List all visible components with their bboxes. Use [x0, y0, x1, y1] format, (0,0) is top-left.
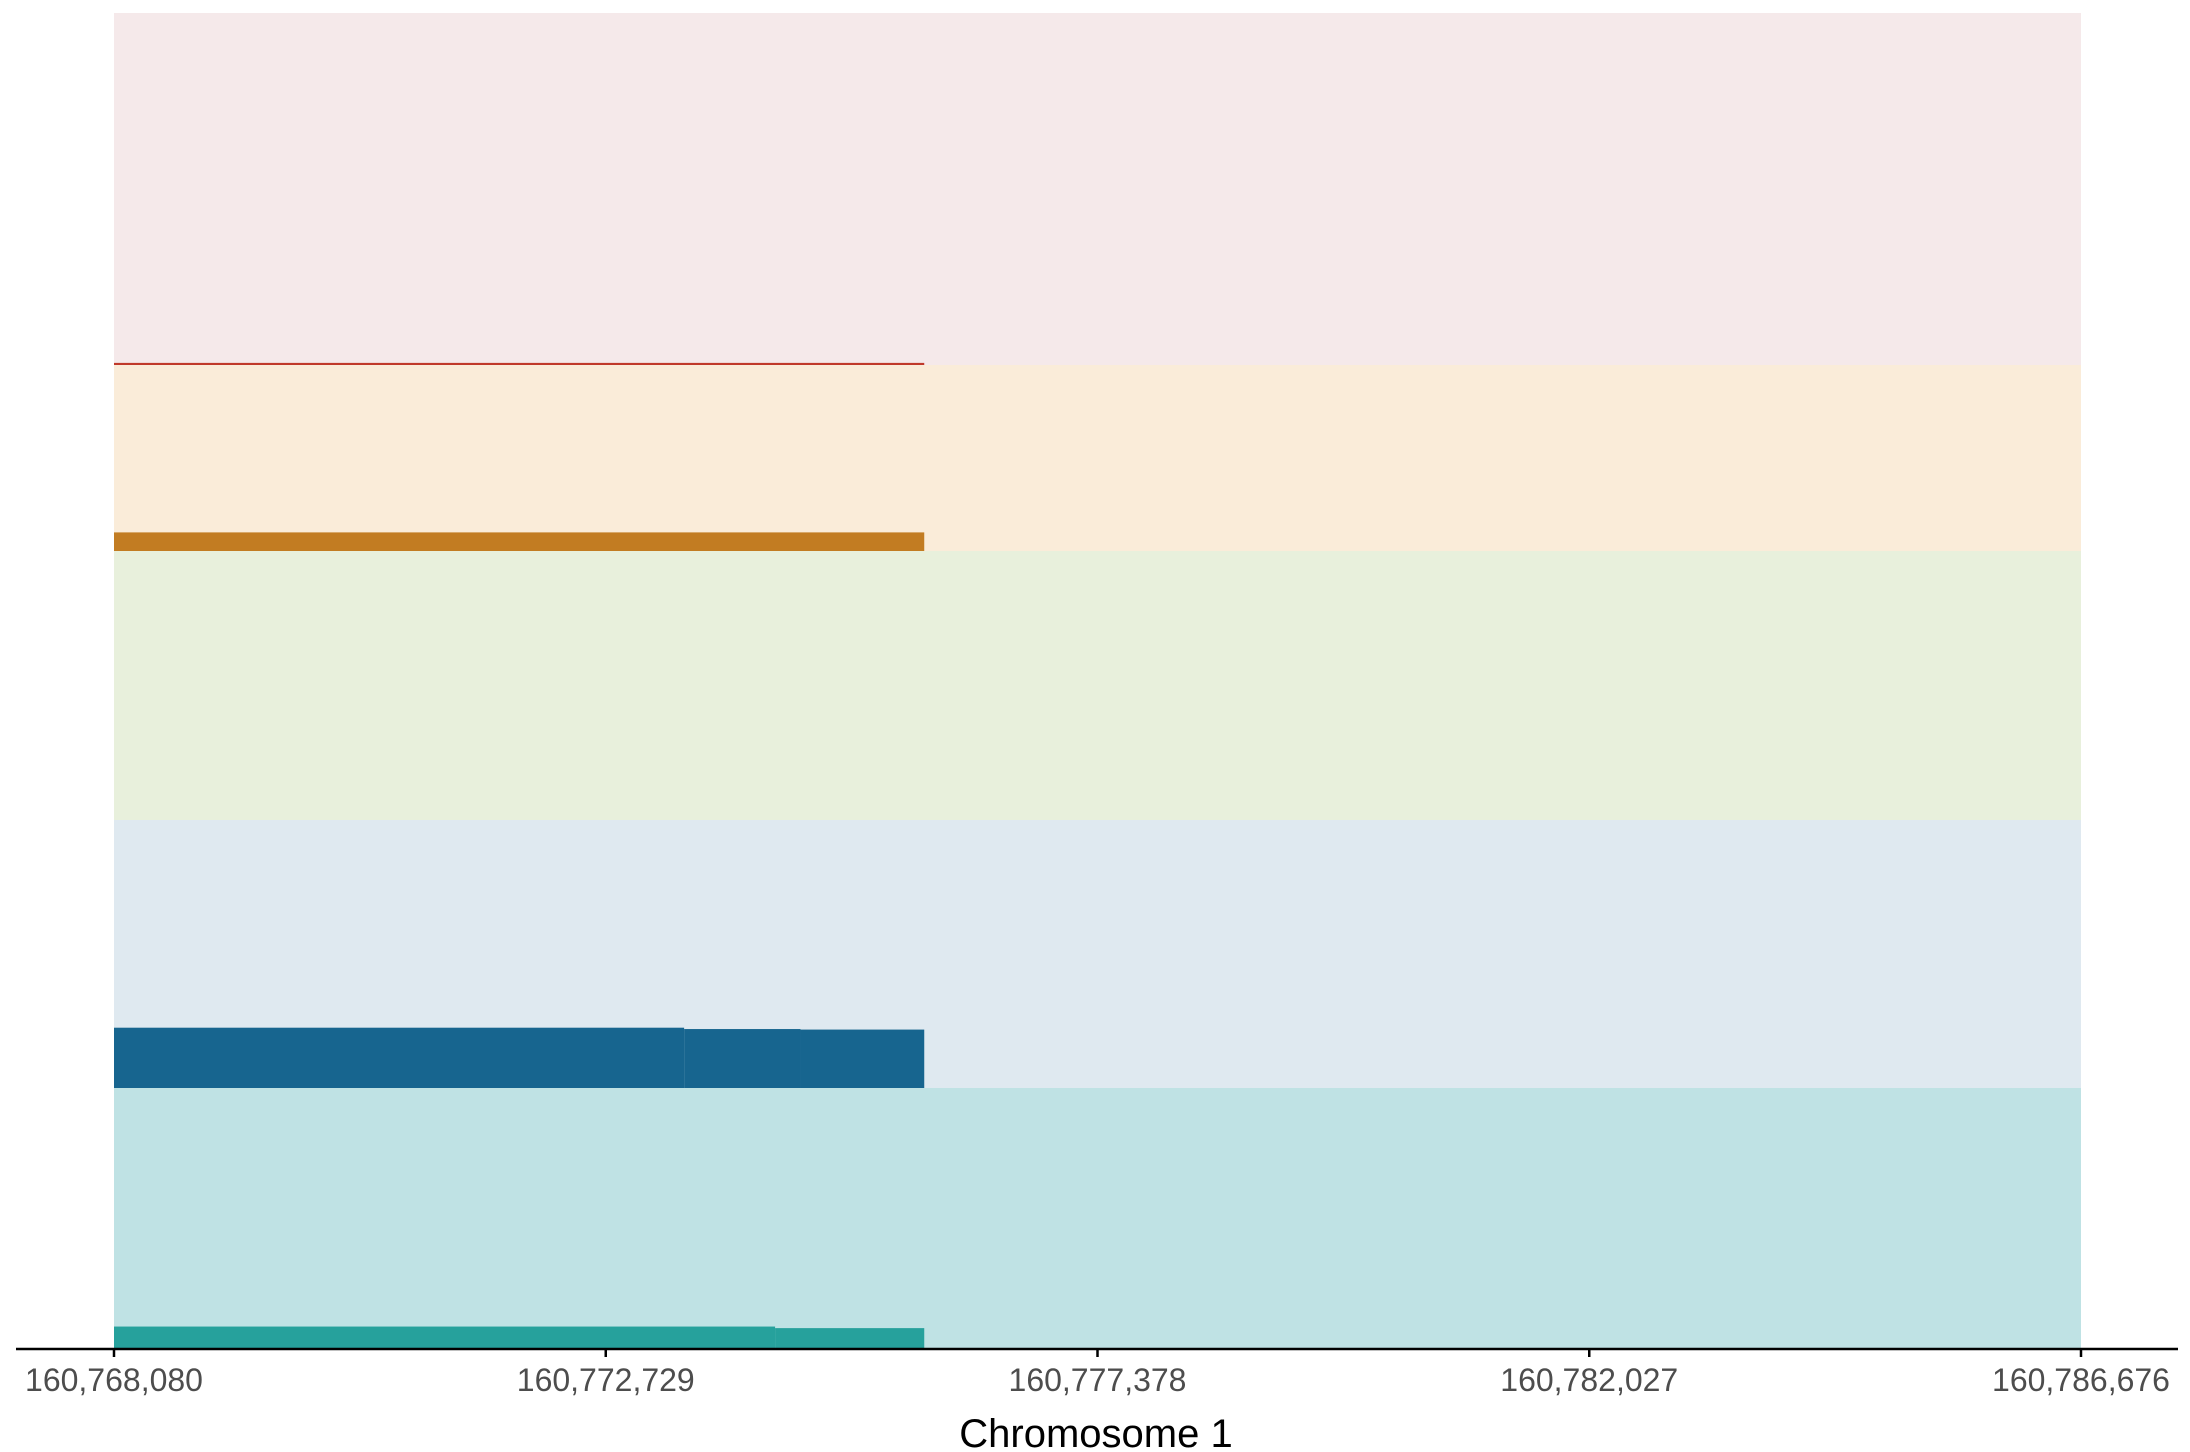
track-5 [114, 1088, 2081, 1349]
track-4-coverage-bar [800, 1029, 925, 1088]
track-4 [114, 820, 2081, 1088]
x-tick-label: 160,768,080 [25, 1362, 203, 1398]
x-tick-label: 160,782,027 [1500, 1362, 1678, 1398]
track-3-background [114, 551, 2081, 820]
x-axis-title: Chromosome 1 [959, 1412, 1232, 1452]
track-1-background [114, 13, 2081, 365]
x-axis-ticks: 160,768,080 160,772,729 160,777,378 160,782… [25, 1349, 2170, 1398]
track-5-background [114, 1088, 2081, 1349]
track-1-coverage-bar [114, 362, 925, 365]
track-2-coverage-bar [114, 532, 925, 551]
track-4-coverage-bar [684, 1029, 801, 1088]
track-2 [114, 365, 2081, 551]
x-axis: 160,768,080 160,772,729 160,777,378 160,782… [16, 1347, 2178, 1452]
track-5-coverage-bar [114, 1326, 776, 1349]
x-tick-label: 160,772,729 [517, 1362, 695, 1398]
track-1 [114, 13, 2081, 365]
x-tick-label: 160,786,676 [1992, 1362, 2170, 1398]
track-3 [114, 551, 2081, 820]
track-4-coverage-bar [114, 1027, 685, 1088]
x-tick-label: 160,777,378 [1009, 1362, 1187, 1398]
track-5-coverage-bar [775, 1328, 925, 1349]
tracks-layer [114, 13, 2081, 1349]
track-2-background [114, 365, 2081, 551]
